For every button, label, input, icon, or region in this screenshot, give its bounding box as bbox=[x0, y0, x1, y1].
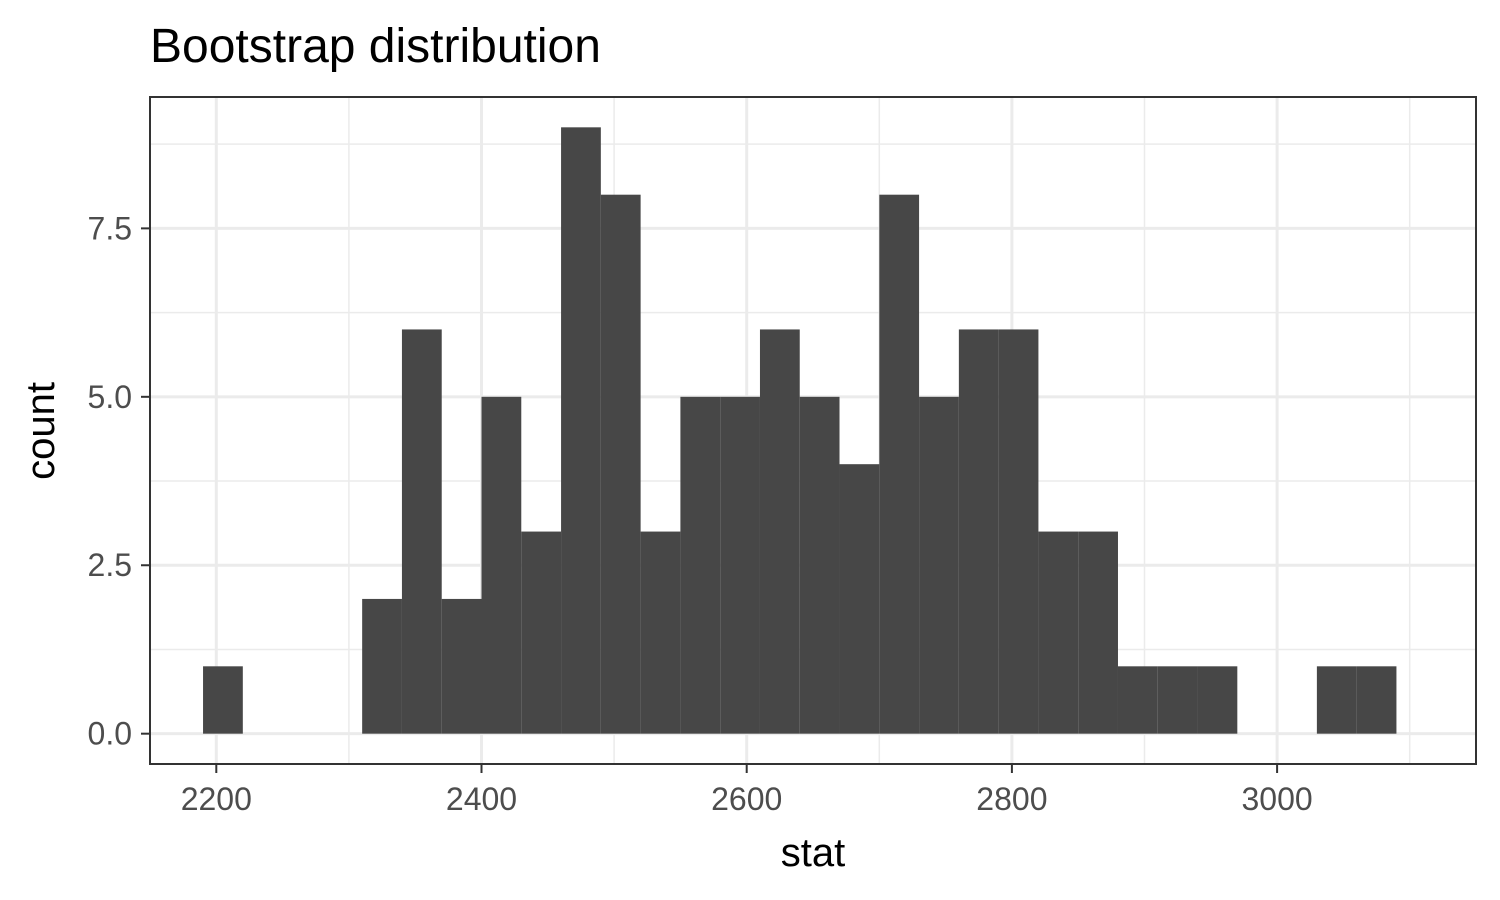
histogram-bar bbox=[203, 666, 243, 734]
histogram-bars bbox=[203, 127, 1397, 734]
x-tick-label: 2200 bbox=[181, 781, 252, 817]
histogram-bar bbox=[640, 531, 681, 734]
x-tick-label: 2600 bbox=[711, 781, 782, 817]
y-tick-label: 5.0 bbox=[88, 379, 132, 415]
histogram-bar bbox=[879, 194, 920, 734]
panel-border bbox=[149, 96, 1477, 765]
y-tick-label: 2.5 bbox=[88, 547, 132, 583]
histogram-bar bbox=[998, 329, 1039, 734]
histogram-bar bbox=[759, 329, 800, 734]
y-tick-label: 0.0 bbox=[88, 716, 132, 752]
histogram-bar bbox=[958, 329, 999, 734]
y-axis: 0.0 2.5 5.0 7.5 bbox=[88, 210, 150, 752]
histogram-bar bbox=[680, 396, 721, 734]
histogram-bar bbox=[1157, 666, 1198, 734]
histogram-bar bbox=[720, 396, 760, 734]
histogram-bar bbox=[441, 598, 482, 734]
histogram-bar bbox=[1316, 666, 1357, 734]
histogram-bar bbox=[839, 464, 880, 734]
histogram-bar bbox=[799, 396, 840, 734]
y-tick-label: 7.5 bbox=[88, 210, 132, 246]
histogram-bar bbox=[561, 127, 601, 734]
histogram-bar bbox=[481, 396, 522, 734]
x-tick-label: 2400 bbox=[446, 781, 517, 817]
histogram-bar bbox=[1117, 666, 1158, 734]
chart-title: Bootstrap distribution bbox=[150, 20, 601, 73]
histogram-bar bbox=[1038, 531, 1079, 734]
histogram-bar bbox=[362, 598, 402, 734]
histogram-bar bbox=[919, 396, 959, 734]
histogram-bar bbox=[521, 531, 562, 734]
histogram-bar bbox=[401, 329, 442, 734]
histogram-bar bbox=[1078, 531, 1118, 734]
x-tick-label: 2800 bbox=[976, 781, 1047, 817]
x-axis: 2200 2400 2600 2800 3000 bbox=[181, 764, 1313, 817]
histogram-bar bbox=[1197, 666, 1238, 734]
histogram-bar bbox=[1356, 666, 1397, 734]
y-axis-title: count bbox=[19, 382, 63, 480]
x-axis-title: stat bbox=[781, 831, 845, 875]
x-tick-label: 3000 bbox=[1242, 781, 1313, 817]
histogram-bar bbox=[600, 194, 641, 734]
